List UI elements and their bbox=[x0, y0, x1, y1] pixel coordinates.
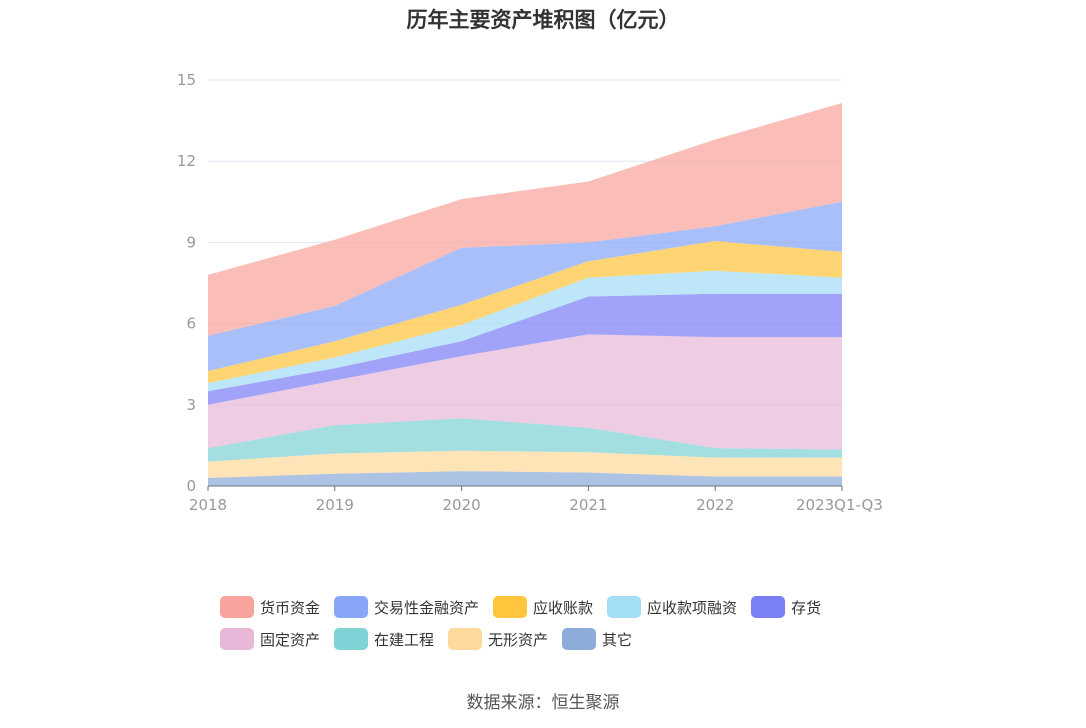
area-series-其它[interactable] bbox=[208, 471, 842, 486]
y-tick-label: 15 bbox=[177, 71, 196, 89]
legend-swatch bbox=[562, 628, 597, 650]
legend-item[interactable]: 在建工程 bbox=[334, 628, 434, 650]
legend-swatch bbox=[448, 628, 483, 650]
y-tick-label: 9 bbox=[186, 233, 196, 251]
area-series-无形资产[interactable] bbox=[208, 450, 842, 478]
data-source-note: 数据来源：恒生聚源 bbox=[466, 693, 620, 713]
legend-swatch bbox=[751, 596, 786, 618]
x-tick-label: 2022 bbox=[696, 496, 734, 514]
legend-swatch bbox=[334, 628, 369, 650]
x-tick-label: 2023Q1-Q3 bbox=[796, 496, 883, 514]
area-series-应收款项融资[interactable] bbox=[208, 270, 842, 392]
legend-item[interactable]: 无形资产 bbox=[448, 628, 548, 650]
legend-label: 存货 bbox=[791, 598, 822, 617]
legend: 货币资金 交易性金融资产 应收账款 应收款项融资 存货 固定资产 在建工程 无形资产 其它 bbox=[220, 591, 920, 655]
legend-item[interactable]: 货币资金 bbox=[220, 596, 320, 618]
x-tick-label: 2018 bbox=[189, 496, 227, 514]
legend-item[interactable]: 存货 bbox=[751, 596, 821, 618]
y-tick-label: 12 bbox=[177, 152, 196, 170]
legend-label: 其它 bbox=[602, 630, 633, 649]
x-tick-label: 2019 bbox=[316, 496, 354, 514]
legend-swatch bbox=[220, 596, 254, 618]
x-tick-label: 2020 bbox=[443, 496, 481, 514]
legend-item[interactable]: 交易性金融资产 bbox=[334, 596, 479, 618]
legend-label: 在建工程 bbox=[374, 630, 435, 649]
chart-title: 历年主要资产堆积图（亿元） bbox=[406, 8, 680, 32]
legend-swatch bbox=[220, 628, 254, 650]
legend-label: 应收账款 bbox=[533, 598, 594, 617]
area-series-在建工程[interactable] bbox=[208, 418, 842, 462]
legend-swatch bbox=[493, 596, 528, 618]
legend-item[interactable]: 应收账款 bbox=[493, 596, 593, 618]
legend-label: 交易性金融资产 bbox=[374, 598, 480, 617]
legend-label: 无形资产 bbox=[488, 630, 549, 649]
legend-swatch bbox=[607, 596, 642, 618]
area-series-存货[interactable] bbox=[208, 293, 842, 405]
area-series-应收账款[interactable] bbox=[208, 241, 842, 384]
x-tick-label: 2021 bbox=[569, 496, 607, 514]
y-tick-label: 6 bbox=[186, 315, 196, 333]
legend-item[interactable]: 其它 bbox=[562, 628, 632, 650]
legend-item[interactable]: 应收款项融资 bbox=[607, 596, 737, 618]
y-tick-label: 3 bbox=[186, 396, 196, 414]
y-tick-label: 0 bbox=[186, 477, 196, 495]
legend-row: 固定资产 在建工程 无形资产 其它 bbox=[220, 623, 920, 655]
area-layer bbox=[208, 103, 842, 486]
area-series-货币资金[interactable] bbox=[208, 103, 842, 336]
area-series-固定资产[interactable] bbox=[208, 334, 842, 450]
axis-layer: 0 3 6 9 12 15 2018 2019 2020 2021 2022 2023Q1-Q3 bbox=[177, 71, 883, 514]
legend-label: 固定资产 bbox=[260, 630, 321, 649]
legend-label: 货币资金 bbox=[260, 598, 321, 617]
legend-label: 应收款项融资 bbox=[647, 598, 738, 617]
legend-item[interactable]: 固定资产 bbox=[220, 628, 320, 650]
area-series-交易性金融资产[interactable] bbox=[208, 201, 842, 371]
legend-swatch bbox=[334, 596, 369, 618]
legend-row: 货币资金 交易性金融资产 应收账款 应收款项融资 存货 bbox=[220, 591, 920, 623]
